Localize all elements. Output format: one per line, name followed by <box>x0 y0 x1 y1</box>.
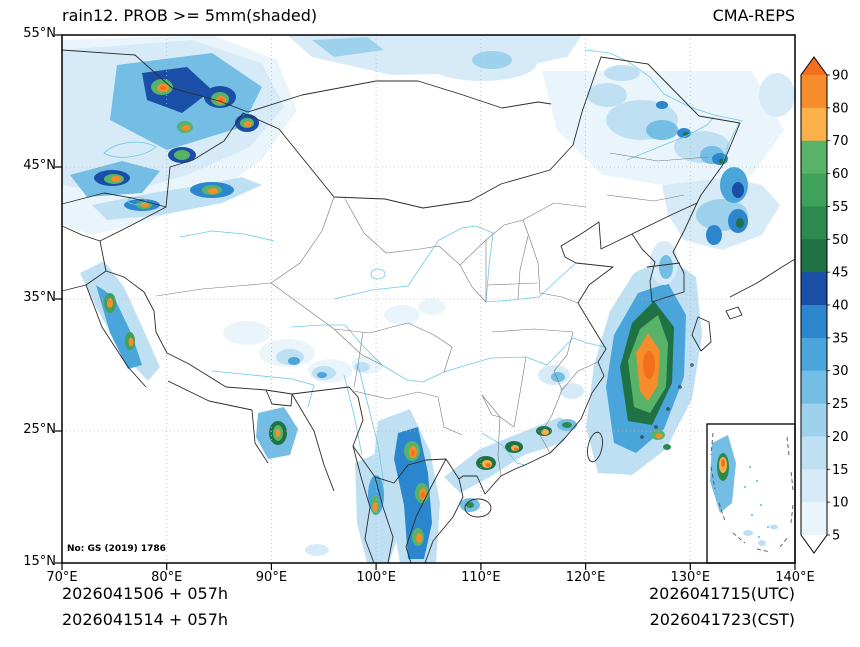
colorbar-tick-label: 45 <box>832 266 849 281</box>
colorbar-tick-label: 10 <box>832 496 849 511</box>
south-china-sea-inset <box>706 423 796 564</box>
colorbar-tick-label: 15 <box>832 463 849 478</box>
colorbar-band <box>801 272 827 306</box>
lon-tick-label: 70°E <box>46 570 78 585</box>
colorbar-tick-label: 80 <box>832 101 849 116</box>
footer-init-cst: 2026041514 + 057h <box>62 610 229 629</box>
colorbar-tick-label: 35 <box>832 331 849 346</box>
map-frame <box>61 34 796 564</box>
colorbar-band <box>801 436 827 470</box>
colorbar-band <box>801 107 827 142</box>
colorbar-tick-label: 25 <box>832 397 849 412</box>
lat-tick-label: 25°N <box>23 422 56 437</box>
colorbar-band <box>801 370 827 404</box>
axis-ticks <box>55 34 796 570</box>
colorbar-tick-label: 30 <box>832 364 849 379</box>
colorbar-band <box>801 239 827 273</box>
lat-tick-label: 35°N <box>23 290 56 305</box>
province-boundaries <box>155 152 709 477</box>
gridlines <box>62 35 795 563</box>
lon-tick-label: 140°E <box>775 570 815 585</box>
colorbar-tick-label: 50 <box>832 233 849 248</box>
lon-tick-label: 120°E <box>565 570 606 585</box>
license-note: No: GS (2019) 1786 <box>67 544 166 554</box>
map-canvas <box>55 34 796 570</box>
colorbar-band <box>801 173 827 207</box>
colorbar-band <box>801 502 827 536</box>
lon-tick-label: 100°E <box>356 570 396 585</box>
colorbar-arrow-bottom <box>801 535 827 553</box>
colorbar-tick-label: 70 <box>832 134 849 149</box>
colorbar-tick-label: 55 <box>832 200 849 215</box>
footer-valid-cst: 2026041723(CST) <box>649 610 795 629</box>
model-name: CMA-REPS <box>712 6 795 25</box>
precip-probability-shading <box>62 35 795 563</box>
colorbar-band <box>801 140 827 174</box>
colorbar-band <box>801 305 827 339</box>
country-borders <box>61 49 796 564</box>
colorbar-band <box>801 469 827 503</box>
lon-tick-label: 80°E <box>151 570 183 585</box>
colorbar-tick-label: 20 <box>832 430 849 445</box>
colorbar-tick-label: 90 <box>832 69 849 84</box>
colorbar-tick-label: 5 <box>832 529 840 544</box>
footer-valid-utc: 2026041715(UTC) <box>649 584 795 603</box>
colorbar-tick-label: 40 <box>832 299 849 314</box>
lat-tick-label: 55°N <box>23 26 56 41</box>
colorbar-band <box>801 403 827 437</box>
colorbar-band <box>801 206 827 240</box>
lon-tick-label: 110°E <box>461 570 501 585</box>
colorbar: 90 80 70 60 55 50 45 40 35 30 25 20 15 10 5 <box>800 56 849 554</box>
lon-tick-label: 90°E <box>255 570 288 585</box>
lat-tick-label: 15°N <box>23 554 56 569</box>
colorbar-tick-label: 60 <box>832 167 849 182</box>
plot-title: rain12. PROB >= 5mm(shaded) <box>62 6 318 25</box>
colorbar-band <box>801 337 827 372</box>
lon-tick-label: 130°E <box>670 570 711 585</box>
footer-init-utc: 2026041506 + 057h <box>62 584 229 603</box>
colorbar-band <box>801 75 827 109</box>
lat-tick-label: 45°N <box>23 158 56 173</box>
colorbar-arrow-top <box>801 57 827 75</box>
